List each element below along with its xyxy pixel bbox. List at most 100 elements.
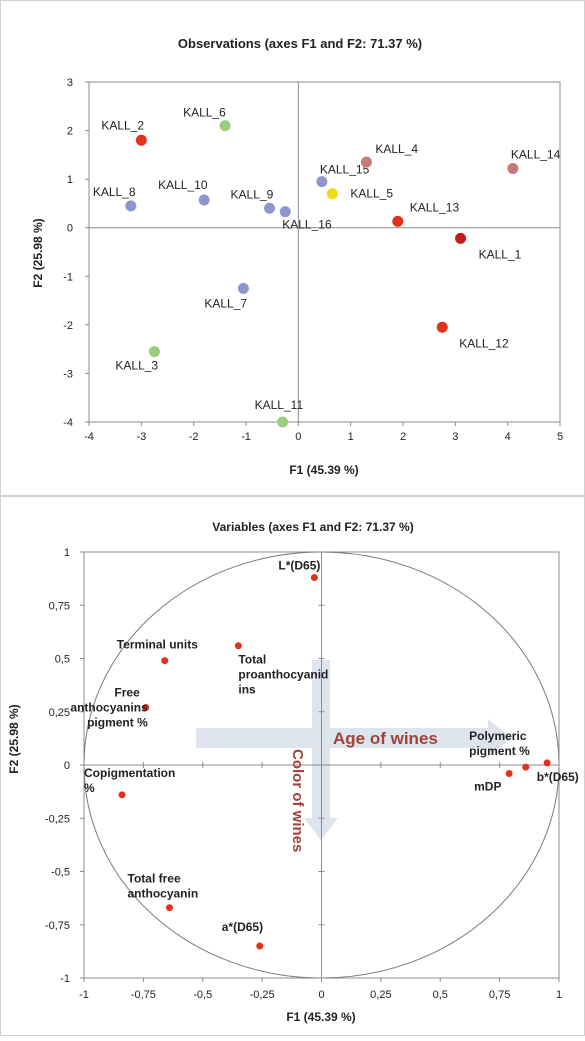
- chart-2-point-label-line: L*(D65): [278, 559, 320, 573]
- chart-2-point: [166, 904, 173, 912]
- chart-1-point: [455, 232, 467, 244]
- chart-2-x-tick-label: -0,75: [131, 989, 156, 1001]
- chart-1-point-label: KALL_6: [183, 106, 226, 120]
- chart-1-y-axis-label: F2 (25.98 %): [31, 218, 45, 287]
- chart-1-x-tick-label: -2: [189, 431, 199, 443]
- chart-1-x-tick-label: -4: [84, 431, 94, 443]
- chart-1-y-tick-label: 3: [67, 77, 73, 89]
- chart-2-point-label-line: Polymeric: [469, 729, 527, 743]
- chart-2-point-label: Free anthocyanins pigment %: [70, 685, 148, 729]
- chart-1-point-label: KALL_7: [204, 296, 247, 310]
- chart-1-point: [237, 282, 249, 294]
- chart-2-point-label: b*(D65): [537, 770, 579, 784]
- chart-2-y-tick-label: -0,5: [51, 867, 70, 879]
- chart-2-point-label-line: Terminal units: [117, 638, 198, 652]
- chart-1-point-label: KALL_10: [158, 178, 208, 192]
- chart-2-point-label-line: Total: [238, 653, 266, 667]
- chart-2-x-tick-label: 0,75: [489, 989, 510, 1001]
- chart-1-point-label: KALL_4: [375, 142, 418, 156]
- chart-2-point-label-line: b*(D65): [537, 770, 579, 784]
- chart-1-y-tick-label: -4: [63, 417, 73, 429]
- chart-2-point: [161, 657, 169, 665]
- chart-1-point-label: KALL_8: [93, 185, 136, 199]
- chart-2-point-label-line: mDP: [474, 780, 501, 794]
- chart-1-point: [125, 200, 137, 212]
- chart-2-point-label-line: anthocyanins: [70, 700, 148, 714]
- chart-2-point-label: Terminal units: [117, 638, 198, 652]
- chart-2-x-tick-label: -0,5: [193, 989, 212, 1001]
- chart-2-point-label-line: Copigmentation: [84, 766, 175, 780]
- chart-2-point-label-line: pigment %: [87, 715, 148, 729]
- chart-1-x-tick-label: -3: [136, 431, 146, 443]
- chart-2-point-label-line: Total free: [128, 872, 181, 886]
- chart-1-point: [360, 156, 372, 168]
- chart-2-point-label: Copigmentation%: [84, 766, 175, 795]
- chart-1-point: [148, 346, 160, 358]
- chart-1-y-tick-label: 0: [67, 223, 73, 235]
- chart-2-x-tick-label: -1: [79, 989, 89, 1001]
- chart-1-point-label: KALL_15: [320, 163, 370, 177]
- chart-1-point: [219, 120, 231, 132]
- chart-2-point: [234, 642, 242, 650]
- chart-2-y-tick-label: -0,25: [45, 813, 70, 825]
- chart-2-point: [505, 770, 513, 778]
- chart-1-point: [279, 206, 291, 218]
- chart-1-point-label: KALL_14: [511, 147, 561, 161]
- chart-1-title: Observations (axes F1 and F2: 71.37 %): [178, 36, 422, 51]
- chart-2-y-tick-label: 0,75: [49, 600, 70, 612]
- chart-2-point-label: L*(D65): [278, 559, 320, 573]
- chart-2-x-tick-label: -0,25: [250, 989, 275, 1001]
- chart-2-point: [256, 942, 264, 950]
- chart-2-x-tick-label: 0,25: [370, 989, 391, 1001]
- chart-2-y-axis-label: F2 (25.98 %): [7, 704, 21, 773]
- chart-1-point-label: KALL_5: [350, 187, 393, 201]
- chart-1-point-label: KALL_11: [255, 398, 304, 412]
- chart-1-point: [277, 416, 289, 428]
- chart-2-point: [522, 763, 530, 771]
- chart-2-y-tick-label: 0,25: [49, 707, 70, 719]
- chart-2-x-axis-label: F1 (45.39 %): [286, 1010, 355, 1024]
- chart-2-plot-area: -1 -0,75 -0,5 -0,25 0 0,25 0,5 0,75 1 -1 -0,75 -0,5…: [45, 547, 579, 1001]
- chart-2-point-label-line: anthocyanin: [128, 887, 199, 901]
- chart-2-point-label: mDP: [474, 780, 501, 794]
- chart-2-point-label: Polymeric pigment %: [469, 729, 530, 758]
- chart-2-y-tick-label: 0: [64, 760, 70, 772]
- chart-2-x-tick-label: 0,5: [433, 989, 448, 1001]
- chart-2-point-label-line: ins: [238, 683, 256, 697]
- chart-1-y-tick-label: 2: [67, 126, 73, 138]
- chart-1-point: [507, 162, 519, 174]
- chart-2-point: [543, 759, 551, 767]
- chart-2-point-label-line: pigment %: [469, 744, 530, 758]
- chart-1-point-label: KALL_12: [459, 336, 509, 350]
- chart-2-point-label-line: a*(D65): [222, 920, 263, 934]
- chart-1-point-label: KALL_3: [115, 359, 158, 373]
- chart-2-point-label: Total free anthocyanin: [128, 872, 199, 901]
- chart-1-y-tick-label: -3: [63, 368, 73, 380]
- chart-1-x-tick-label: 1: [348, 431, 354, 443]
- chart-2-point: [310, 574, 318, 582]
- chart-1-point-label: KALL_16: [282, 218, 332, 232]
- chart-1-point: [392, 215, 404, 227]
- chart-2-x-tick-label: 0: [318, 989, 324, 1001]
- chart-1-point: [326, 188, 338, 200]
- chart-2-point-label-line: Free: [114, 685, 140, 699]
- chart-2-x-tick-label: 1: [556, 989, 562, 1001]
- chart-1-x-tick-label: 3: [452, 431, 458, 443]
- chart-2-y-tick-label: -0,75: [45, 920, 70, 932]
- chart-1-y-tick-label: 1: [67, 174, 73, 186]
- annotation-age-of-wines: Age of wines: [333, 729, 438, 748]
- chart-1-point: [198, 194, 210, 206]
- chart-1-point: [135, 134, 147, 146]
- age-arrow: [196, 719, 512, 757]
- chart-1-point: [436, 321, 448, 333]
- chart-2-y-tick-label: 0,5: [55, 654, 70, 666]
- chart-2-title: Variables (axes F1 and F2: 71.37 %): [212, 520, 413, 534]
- chart-2-point-label: Total proanthocyanid ins: [238, 653, 328, 697]
- chart-1-point-label: KALL_9: [231, 187, 274, 201]
- chart-1-x-tick-label: 0: [295, 431, 301, 443]
- chart-1-x-tick-label: 2: [400, 431, 406, 443]
- chart-2-y-tick-label: -1: [60, 973, 70, 985]
- chart-1-x-tick-label: -1: [241, 431, 251, 443]
